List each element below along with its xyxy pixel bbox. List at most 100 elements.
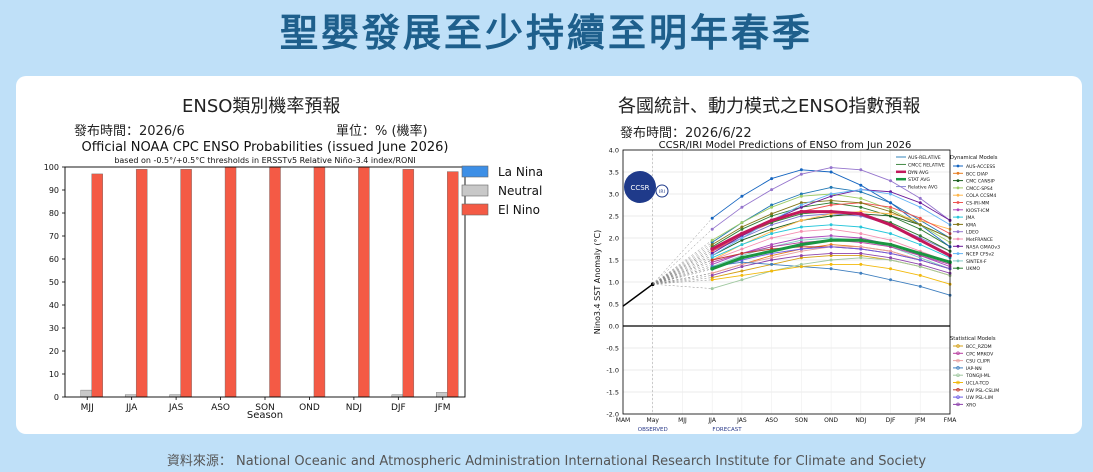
series-aus-access-point (799, 168, 803, 172)
series-iap-nn-point (918, 284, 922, 288)
legend-marker (956, 351, 960, 356)
series-bcc-diap-point (770, 254, 774, 258)
series-kiost-icm-point (710, 262, 714, 266)
legend-label: DYN AVG (908, 170, 929, 176)
legend-marker (956, 266, 960, 270)
x-axis-label: Season (247, 410, 283, 421)
series-jma-point (799, 225, 803, 229)
series-kma-point (710, 243, 714, 247)
y-tick-label: -1.0 (606, 367, 619, 375)
dynamical-legend-title: Dynamical Models (950, 155, 998, 161)
legend-marker (956, 186, 960, 190)
legend-label: MetFRANCE (966, 237, 993, 243)
ccsr-logo-text: CCSR (630, 184, 649, 192)
series-cmcc-sps4-point (710, 238, 714, 242)
series-metfrance-point (829, 227, 833, 231)
connector-series-uw-psl-cslim (652, 259, 713, 285)
legend-marker (956, 373, 960, 377)
legend-label: COLA CCSM4 (966, 193, 996, 199)
series-ncep-cfsv2-point (918, 205, 922, 209)
legend-marker (956, 395, 960, 399)
series-stat-avg-point (799, 242, 804, 247)
series-relative-avg-point (799, 214, 803, 218)
series-cs-iri-mm-point (889, 205, 893, 209)
legend-label: SINTEX-F (966, 259, 987, 265)
series-ucla-tcd-point (740, 273, 744, 277)
legend-marker (956, 358, 960, 363)
series-ldeo-point (829, 166, 833, 170)
series-uw-psl-lim-point (859, 247, 863, 251)
y-tick-label: 0.0 (609, 323, 619, 331)
legend-marker (956, 215, 960, 219)
series-kma-point (918, 223, 922, 227)
series-kma-point (740, 225, 744, 229)
connector-series-dyn-avg (652, 248, 713, 285)
left-issued-date: 發布時間：2026/6 (74, 124, 185, 139)
series-iap-nn-point (889, 278, 893, 282)
legend-label: CMCC-SPS4 (966, 186, 993, 192)
connector-series-nasa-gmaov3 (652, 253, 713, 285)
series-dyn-avg-point (710, 247, 715, 251)
legend-marker (956, 230, 960, 234)
y-tick-label: 80 (49, 209, 59, 218)
y-tick-label: 70 (49, 232, 59, 241)
y-tick-label: -0.5 (606, 345, 619, 353)
series-uw-psl-lim-point (918, 258, 922, 262)
ccsr-logo (624, 171, 656, 203)
series-ldeo-point (740, 205, 744, 209)
series-aus-access-point (859, 183, 863, 187)
legend-label: JMA (965, 215, 975, 221)
series-ucla-tcd-point (859, 262, 863, 266)
legend-marker (956, 171, 960, 175)
connector-series-cpc-mrkov (652, 261, 713, 285)
series-tongji-ml-point (918, 265, 922, 269)
series-iap-nn-point (829, 267, 833, 271)
legend-label: CSU CLIPR (966, 359, 991, 365)
legend-label: CPC MRKOV (966, 351, 994, 357)
connector-series-cmcc-sps4 (652, 239, 713, 285)
series-dyn-avg-point (918, 238, 923, 243)
y-tick-label: 0.5 (609, 301, 619, 309)
x-tick-label: JJA (125, 403, 138, 413)
x-tick-label: ASO (765, 417, 778, 424)
series-kiost-icm-point (829, 234, 833, 238)
series-uw-psl-cslim-point (710, 258, 714, 262)
legend-swatch-la-nina (461, 165, 489, 178)
connector-series-ucla-tcd (652, 279, 713, 285)
legend-marker (956, 201, 960, 204)
series-iap-nn-point (740, 260, 744, 264)
legend-swatch-neutral (461, 184, 489, 197)
series-cmc-cansip-point (770, 227, 774, 231)
series-relative-avg-point (770, 223, 774, 227)
connector-series-kiost-icm (652, 264, 713, 285)
legend-marker (956, 380, 960, 385)
series-ucla-tcd-point (799, 265, 803, 269)
series-csu-clipr-point (799, 249, 803, 253)
legend-label: STAT AVG (908, 177, 930, 183)
y-tick-label: 100 (44, 163, 59, 172)
series-bcc-diap-point (829, 243, 833, 247)
x-tick-label: OND (824, 417, 838, 424)
series-uw-psl-cslim-point (740, 251, 744, 255)
legend-label: NASA GMAOv3 (966, 244, 1000, 250)
series-cmc-cansip-point (740, 238, 744, 242)
series-dyn-avg-point (858, 211, 863, 216)
series-ucla-tcd-point (889, 267, 893, 271)
series-tongji-ml-point (889, 258, 893, 262)
y-tick-label: -2.0 (606, 411, 619, 419)
series-kma-point (799, 201, 803, 205)
series-stat-avg-point (858, 238, 863, 243)
series-stat-avg-point (740, 255, 744, 260)
plume-frame (622, 149, 951, 415)
x-tick-label: NDJ (346, 403, 362, 413)
bar-chart-subtitle: based on -0.5°/+0.5°C thresholds in ERSS… (114, 156, 415, 165)
series-aus-access-point (829, 170, 833, 174)
legend-marker (956, 259, 960, 263)
legend-marker (956, 237, 960, 241)
series-ucla-tcd-point (829, 262, 833, 266)
legend-label: AUS-RELATIVE (908, 155, 941, 161)
series-ldeo-point (710, 227, 714, 231)
series-aus-access-point (770, 177, 774, 181)
series-csu-clipr-point (710, 271, 714, 275)
series-cs-iri-mm-point (918, 216, 922, 220)
